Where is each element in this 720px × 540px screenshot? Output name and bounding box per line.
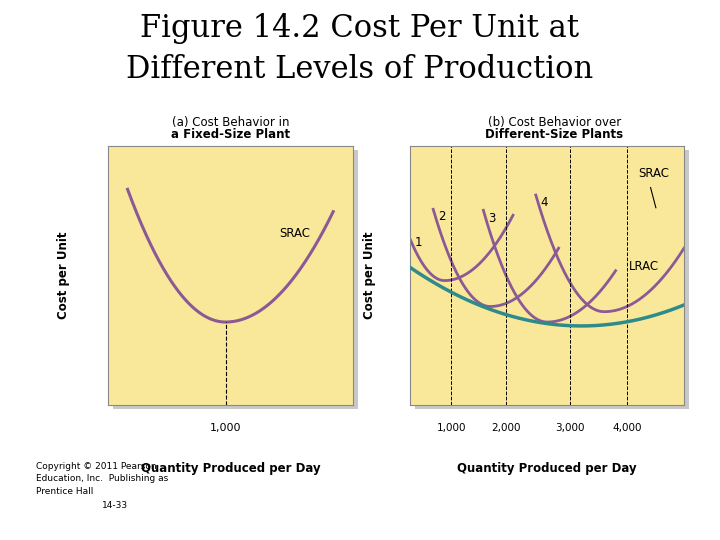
Text: Quantity Produced per Day: Quantity Produced per Day	[140, 462, 320, 475]
Text: Copyright © 2011 Pearson
Education, Inc.  Publishing as
Prentice Hall: Copyright © 2011 Pearson Education, Inc.…	[36, 462, 168, 496]
Text: Cost per Unit: Cost per Unit	[58, 232, 71, 319]
Text: 3: 3	[488, 212, 495, 225]
Text: (b) Cost Behavior over: (b) Cost Behavior over	[487, 116, 621, 129]
Text: SRAC: SRAC	[639, 167, 670, 180]
Text: 1,000: 1,000	[437, 423, 466, 433]
Text: 3,000: 3,000	[555, 423, 585, 433]
Text: a Fixed-Size Plant: a Fixed-Size Plant	[171, 129, 290, 141]
Text: 1: 1	[415, 236, 423, 249]
Text: 14-33: 14-33	[102, 501, 128, 510]
Text: 1,000: 1,000	[210, 423, 241, 433]
Text: 2,000: 2,000	[492, 423, 521, 433]
Text: Figure 14.2 Cost Per Unit at: Figure 14.2 Cost Per Unit at	[140, 14, 580, 44]
Text: 4,000: 4,000	[612, 423, 642, 433]
Text: (a) Cost Behavior in: (a) Cost Behavior in	[171, 116, 289, 129]
Text: Cost per Unit: Cost per Unit	[363, 232, 376, 319]
Text: LRAC: LRAC	[629, 260, 660, 273]
Text: 4: 4	[540, 196, 548, 209]
Text: Quantity Produced per Day: Quantity Produced per Day	[457, 462, 637, 475]
Text: 2: 2	[438, 211, 445, 224]
Text: Different Levels of Production: Different Levels of Production	[127, 54, 593, 85]
Text: Different-Size Plants: Different-Size Plants	[485, 129, 624, 141]
Text: SRAC: SRAC	[279, 226, 310, 240]
